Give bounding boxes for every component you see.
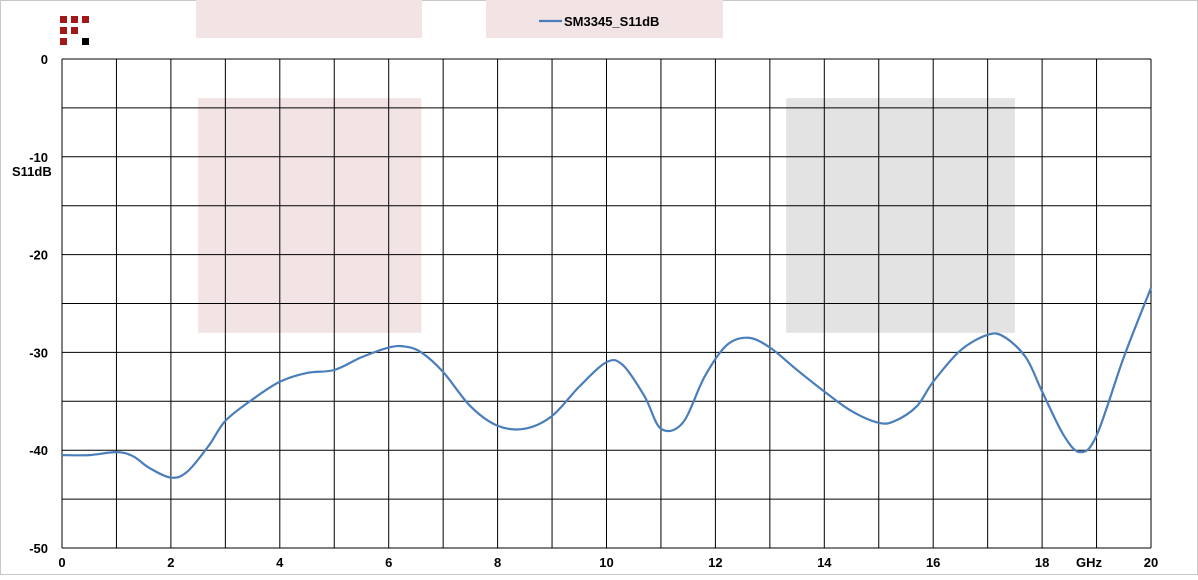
legend: SM3345_S11dB [539,14,659,29]
top-band-left [196,0,422,38]
highlight-band-2 [786,98,1015,333]
series-layer [61,287,1153,479]
x-tick-label: 0 [58,555,65,570]
y-tick-label: -10 [29,150,48,165]
y-tick-label: -50 [29,541,48,556]
y-tick-label: -20 [29,248,48,263]
x-tick-label: 16 [926,555,940,570]
highlight-band-1 [198,98,422,333]
y-tick-label: -30 [29,345,48,360]
x-tick-label: 2 [167,555,174,570]
y-tick-labels: 0 -10 -20 -30 -40 -50 [29,52,48,556]
x-tick-label: 18 [1035,555,1049,570]
grid-lines [61,58,1152,549]
x-tick-label: 4 [276,555,284,570]
x-tick-label: 6 [385,555,392,570]
x-tick-label: 10 [599,555,613,570]
grid-logo-icon [60,16,89,45]
x-tick-label: 14 [817,555,832,570]
y-tick-label: 0 [41,52,48,67]
y-tick-label: -40 [29,443,48,458]
x-tick-labels: 0 2 4 6 8 10 12 14 16 18 20 [58,555,1158,570]
top-band-legend [486,0,723,38]
x-axis-label: GHz [1076,555,1103,570]
x-tick-label: 8 [494,555,501,570]
x-tick-label: 20 [1144,555,1158,570]
series-line-1 [61,287,1153,479]
legend-label: SM3345_S11dB [564,14,659,29]
y-axis-label: S11dB [12,164,52,179]
x-tick-label: 12 [708,555,722,570]
